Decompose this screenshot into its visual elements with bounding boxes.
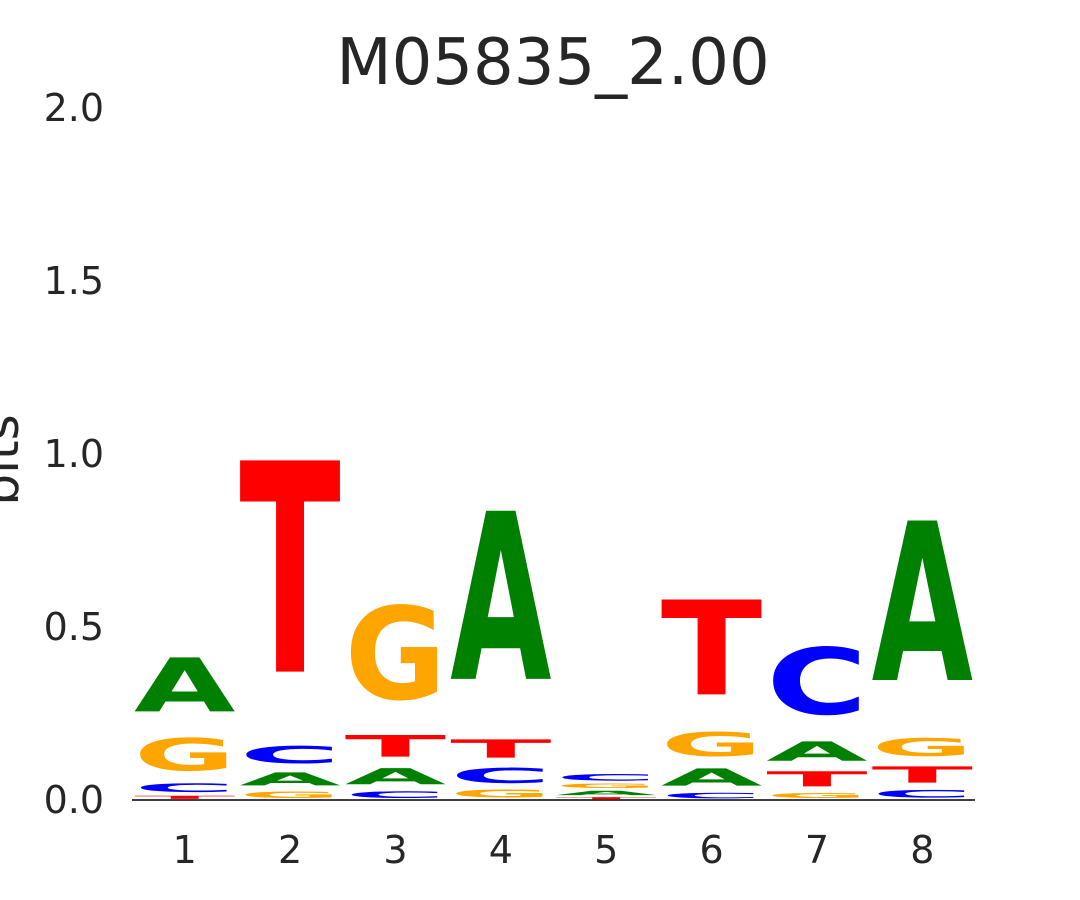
logo-letter-A: A [450, 466, 551, 734]
logo-letter-C: C [239, 741, 340, 768]
logo-letter-A: A [239, 769, 340, 790]
logo-letter-T: T [661, 573, 762, 725]
logo-letter-T: T [134, 795, 236, 800]
logo-letter-G: G [766, 791, 867, 800]
x-tick-label: 6 [699, 828, 723, 872]
y-tick-label: 2.0 [44, 86, 104, 130]
logo-letter-C: C [766, 629, 867, 736]
x-tick-label: 1 [173, 828, 197, 872]
logo-letter-T: T [239, 404, 340, 741]
logo-letter-C: C [872, 788, 973, 800]
logo-letter-G: G [450, 788, 551, 800]
x-tick-label: 7 [805, 828, 829, 872]
logo-letter-A: A [345, 764, 447, 790]
x-tick-label: 4 [489, 828, 513, 872]
y-axis: 0.0 0.5 1.0 1.5 2.0 [44, 86, 104, 822]
logo-letter-A: A [872, 477, 973, 732]
logo-letter-A: A [661, 764, 763, 791]
logo-letter-A: A [766, 736, 867, 767]
y-tick-label: 1.0 [44, 432, 104, 476]
x-axis: 1 2 3 4 5 6 7 8 [173, 828, 935, 872]
logo-letter-G: G [556, 783, 657, 790]
x-tick-label: 2 [278, 828, 302, 872]
logo-letter-T: T [556, 797, 658, 800]
x-tick-label: 5 [594, 828, 618, 872]
logo-letter-C: C [450, 764, 551, 788]
chart-title: M05835_2.00 [336, 26, 769, 100]
logo-letter-C: C [556, 772, 657, 782]
logo-letter-G: G [239, 790, 340, 800]
logo-letter-T: T [766, 767, 867, 791]
logo-letter-T: T [345, 730, 446, 764]
logo-letter-G: G [661, 726, 762, 764]
y-axis-label: bits [0, 414, 30, 505]
logo-letter-C: C [345, 790, 446, 800]
x-tick-label: 3 [383, 828, 407, 872]
y-tick-label: 0.0 [44, 778, 104, 822]
logo-letter-C: C [661, 791, 762, 800]
y-tick-label: 0.5 [44, 605, 104, 649]
logo-letter-T: T [450, 735, 552, 764]
logo-letter-T: T [872, 762, 973, 788]
logo-letter-G: G [345, 581, 446, 729]
logo-letter-G: G [872, 733, 973, 762]
logo-letter-A: A [134, 643, 235, 729]
x-tick-label: 8 [910, 828, 934, 872]
logo-letter-C: C [134, 781, 235, 795]
logo-letter-G: G [134, 729, 235, 781]
y-tick-label: 1.5 [44, 259, 104, 303]
logo-letter-A: A [556, 790, 658, 797]
